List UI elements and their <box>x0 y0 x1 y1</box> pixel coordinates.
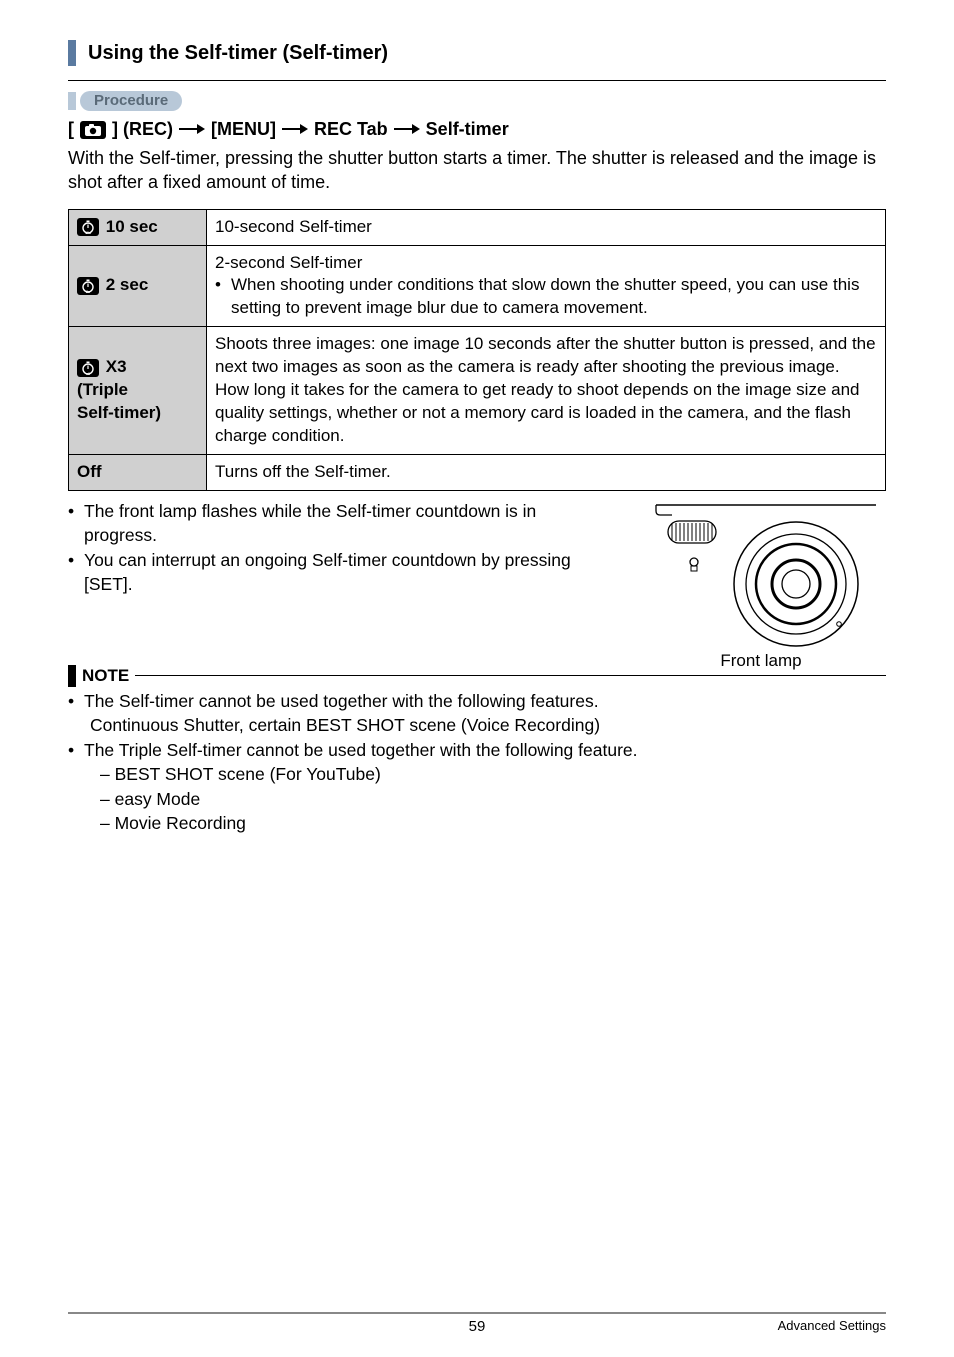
note-1: The Self-timer cannot be used together w… <box>84 689 599 714</box>
note-content: • The Self-timer cannot be used together… <box>68 689 886 836</box>
front-lamp-illustration: Front lamp <box>636 499 886 671</box>
row-label-2sec: 2s 2 sec <box>69 245 207 327</box>
settings-table: 10s 10 sec 10-second Self-timer 2s 2 sec… <box>68 209 886 491</box>
bullet-dot: • <box>215 274 231 320</box>
table-row: 10s 10 sec 10-second Self-timer <box>69 209 886 245</box>
timer-icon-10s: 10s <box>77 218 99 236</box>
arrow-icon <box>179 119 205 140</box>
desc-2sec-line2: When shooting under conditions that slow… <box>231 274 877 320</box>
table-row: Off Turns off the Self-timer. <box>69 455 886 491</box>
timer-icon-x3: x3 <box>77 359 99 377</box>
footer-rule <box>68 1312 886 1314</box>
navigation-path: [ ] (REC) [MENU] REC Tab Self-timer <box>68 119 886 140</box>
row-label-x3: x3 X3 (Triple Self-timer) <box>69 327 207 455</box>
label-x3-l3: Self-timer) <box>77 403 161 422</box>
note-2-dash2: – easy Mode <box>100 787 886 812</box>
label-2sec-text: 2 sec <box>106 275 149 294</box>
label-x3-l2: (Triple <box>77 380 128 399</box>
path-bracket-open: [ <box>68 119 74 140</box>
desc-10sec: 10-second Self-timer <box>207 209 886 245</box>
note-label: NOTE <box>82 666 129 686</box>
note-2: The Triple Self-timer cannot be used tog… <box>84 738 638 763</box>
svg-text:2s: 2s <box>86 290 90 293</box>
row-label-10sec: 10s 10 sec <box>69 209 207 245</box>
note-accent-bar <box>68 665 76 687</box>
bullet-2: You can interrupt an ongoing Self-timer … <box>84 548 596 597</box>
note-2-d2-text: easy Mode <box>115 789 201 809</box>
desc-off: Turns off the Self-timer. <box>207 455 886 491</box>
path-selftimer: Self-timer <box>426 119 509 140</box>
note-2-dash3: – Movie Recording <box>100 811 886 836</box>
label-x3-text: X3 <box>106 357 127 376</box>
info-bullets: • The front lamp flashes while the Self-… <box>68 499 596 597</box>
desc-x3: Shoots three images: one image 10 second… <box>207 327 886 455</box>
camera-front-illustration <box>646 499 876 649</box>
svg-text:10s: 10s <box>85 231 91 234</box>
bullet-dot: • <box>68 689 84 714</box>
footer-section-name: Advanced Settings <box>778 1318 886 1333</box>
desc-2sec-line1: 2-second Self-timer <box>215 252 877 275</box>
svg-text:x3: x3 <box>86 372 90 375</box>
section-heading: Using the Self-timer (Self-timer) <box>68 40 886 66</box>
procedure-pill: Procedure <box>80 91 182 111</box>
procedure-accent-bar <box>68 92 76 110</box>
camera-rec-icon <box>80 121 106 139</box>
path-menu: [MENU] <box>211 119 276 140</box>
page-footer: 59 Advanced Settings <box>0 1312 954 1335</box>
heading-accent-bar <box>68 40 76 66</box>
bullet-1: The front lamp flashes while the Self-ti… <box>84 499 596 548</box>
path-rec: ] (REC) <box>112 119 173 140</box>
timer-icon-2s: 2s <box>77 277 99 295</box>
heading-text: Using the Self-timer (Self-timer) <box>88 42 388 65</box>
footer-page-number: 59 <box>68 1318 886 1335</box>
desc-2sec: 2-second Self-timer • When shooting unde… <box>207 245 886 327</box>
table-row: x3 X3 (Triple Self-timer) Shoots three i… <box>69 327 886 455</box>
bullet-dot: • <box>68 738 84 763</box>
arrow-icon <box>282 119 308 140</box>
procedure-label-row: Procedure <box>68 91 886 111</box>
path-rectab: REC Tab <box>314 119 388 140</box>
bullet-dot: • <box>68 499 84 548</box>
note-2-dash1: – BEST SHOT scene (For YouTube) <box>100 762 886 787</box>
note-rule <box>135 675 886 676</box>
note-1-sub: Continuous Shutter, certain BEST SHOT sc… <box>90 713 886 738</box>
table-row: 2s 2 sec 2-second Self-timer • When shoo… <box>69 245 886 327</box>
bullet-dot: • <box>68 548 84 597</box>
label-10sec-text: 10 sec <box>106 217 158 236</box>
note-2-d3-text: Movie Recording <box>115 813 246 833</box>
heading-underline <box>68 80 886 81</box>
front-lamp-label: Front lamp <box>636 651 886 671</box>
intro-paragraph: With the Self-timer, pressing the shutte… <box>68 146 886 195</box>
arrow-icon <box>394 119 420 140</box>
row-label-off: Off <box>69 455 207 491</box>
note-2-d1-text: BEST SHOT scene (For YouTube) <box>115 764 381 784</box>
